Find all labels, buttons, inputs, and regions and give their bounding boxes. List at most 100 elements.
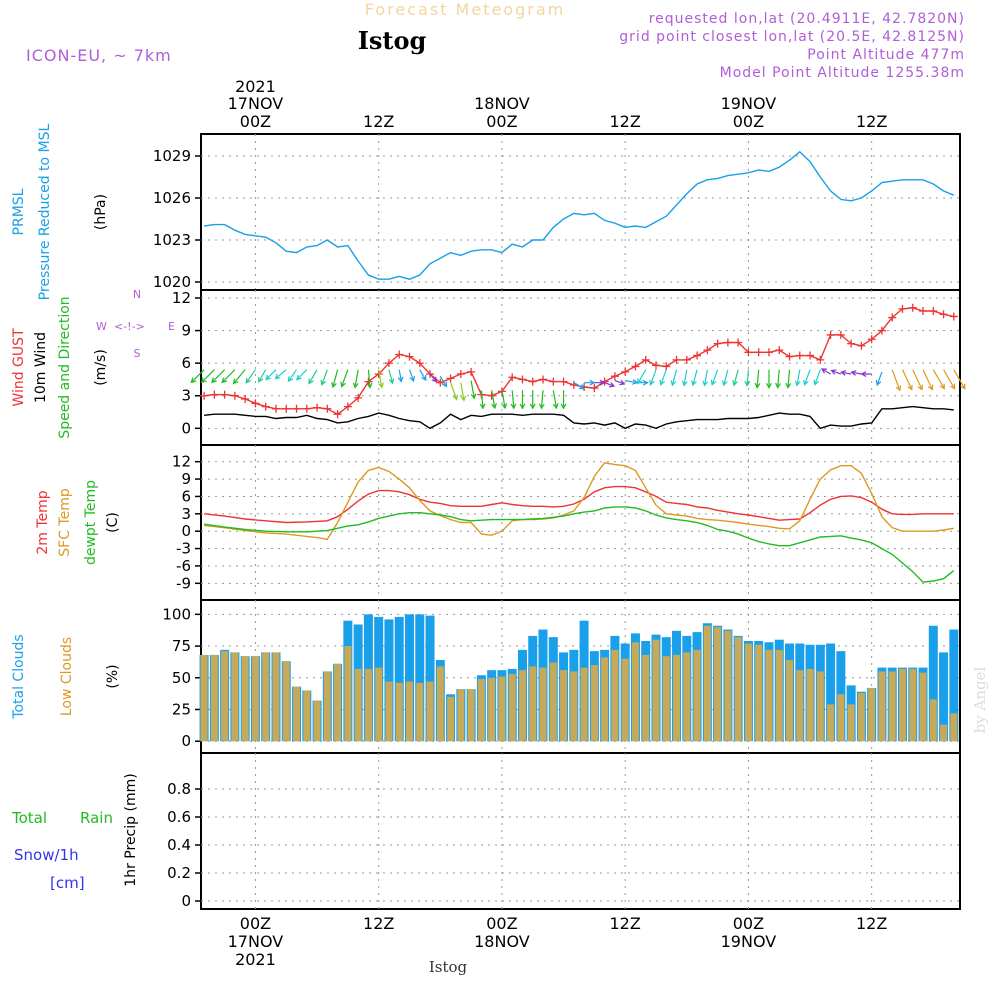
wind-direction-arrow (912, 369, 923, 391)
gust-marker (508, 373, 517, 382)
low-cloud-bar (621, 658, 629, 742)
low-cloud-bar (898, 668, 906, 742)
gust-marker (518, 375, 527, 384)
y-axis-label: Total (11, 809, 47, 827)
total-cloud-bar (939, 652, 949, 742)
y-tick-label: 0 (181, 732, 191, 750)
wind-direction-arrow (794, 369, 801, 387)
y-axis-label: (%) (105, 664, 121, 688)
gust-marker (641, 355, 650, 364)
gust-marker (713, 339, 722, 348)
y-tick-label: 3 (181, 505, 191, 523)
super-title: Forecast Meteogram (365, 0, 565, 19)
low-cloud-bar (806, 668, 814, 742)
low-cloud-bar (775, 649, 783, 742)
y-tick-label: 0 (181, 892, 191, 910)
wind-direction-arrow (232, 369, 246, 385)
low-cloud-bar (539, 667, 547, 742)
y-tick-label: 6 (181, 354, 191, 372)
gust-marker (621, 367, 630, 376)
gust-marker (785, 352, 794, 361)
gust-marker (456, 370, 465, 379)
low-cloud-bar (549, 662, 557, 742)
wind-direction-arrow (691, 369, 698, 387)
low-cloud-bar (272, 652, 280, 742)
wind-direction-arrow (813, 369, 821, 386)
total-cloud-bar (826, 643, 836, 742)
wind-direction-arrow (604, 381, 616, 388)
low-cloud-bar (744, 643, 752, 742)
gust-marker (949, 312, 958, 321)
wind-direction-arrow (519, 390, 526, 410)
series-line (204, 150, 955, 280)
low-cloud-bar (395, 682, 403, 742)
gust-marker (662, 362, 671, 371)
wind-direction-arrow (378, 369, 384, 389)
low-cloud-bar (765, 649, 773, 742)
low-cloud-bar (518, 670, 526, 742)
low-cloud-bar (724, 630, 732, 742)
low-cloud-bar (467, 689, 475, 742)
y-tick-label: 100 (162, 605, 191, 623)
panel-wind: 0 3 6 9 12 Wind GUST 10m Wind Speed and Directi… (11, 288, 966, 446)
low-cloud-bar (868, 687, 876, 742)
wind-direction-arrow (296, 369, 308, 381)
y-axis-label: SFC Temp (57, 488, 73, 557)
low-cloud-bar (508, 673, 516, 742)
y-tick-label: 0.2 (167, 864, 191, 882)
low-cloud-bar (416, 682, 424, 742)
total-cloud-bar (928, 625, 938, 742)
gust-marker (539, 375, 548, 384)
wind-direction-arrow (932, 369, 945, 390)
gust-marker (826, 330, 835, 339)
point-altitude: Point Altitude 477m (807, 47, 965, 63)
bottom-axis-year: 2021 (235, 950, 276, 969)
y-axis-label: 10m Wind (33, 332, 49, 403)
top-axis-date: 19NOV (721, 94, 777, 113)
low-cloud-bar (293, 686, 301, 742)
y-tick-label: 0.8 (167, 780, 191, 798)
compass-east-label: E (168, 320, 175, 333)
wind-direction-arrow (840, 370, 852, 376)
low-cloud-bar (703, 625, 711, 742)
station-title: Istog (358, 26, 427, 55)
low-cloud-bar (673, 654, 681, 742)
wind-direction-arrow (785, 369, 792, 389)
y-axis-label: Total Clouds (11, 634, 27, 719)
wind-direction-arrow (901, 369, 913, 391)
low-cloud-bar (580, 667, 588, 742)
y-axis-label: Snow/1h (14, 846, 79, 864)
wind-direction-arrow (560, 390, 567, 410)
wind-direction-arrow (681, 369, 688, 387)
gust-marker (775, 346, 784, 355)
wind-direction-arrow (419, 369, 427, 382)
gust-marker (302, 404, 311, 413)
wind-direction-arrow (637, 369, 647, 385)
bottom-axis-hour: 12Z (610, 914, 641, 933)
top-axis-year: 2021 (235, 77, 276, 96)
compass-west-label: W (96, 320, 107, 333)
series-line (204, 405, 954, 430)
series-line (204, 506, 955, 583)
low-cloud-bar (642, 654, 650, 742)
gust-marker (877, 326, 886, 335)
wind-direction-arrow (659, 369, 667, 386)
series-line (204, 485, 954, 524)
low-cloud-bar (241, 656, 249, 742)
low-cloud-bar (344, 646, 352, 742)
top-axis-hour: 12Z (610, 112, 641, 131)
low-cloud-bar (631, 642, 639, 742)
low-cloud-bar (611, 649, 619, 742)
low-cloud-bar (200, 654, 208, 742)
wind-direction-arrow (830, 369, 842, 375)
total-cloud-bar (404, 614, 414, 742)
gust-marker (200, 391, 209, 400)
wind-direction-arrow (744, 369, 751, 387)
low-cloud-bar (857, 692, 865, 742)
wind-direction-arrow (245, 369, 256, 384)
low-cloud-bar (375, 667, 383, 742)
gust-marker (764, 348, 773, 357)
wind-direction-arrow (274, 369, 287, 380)
